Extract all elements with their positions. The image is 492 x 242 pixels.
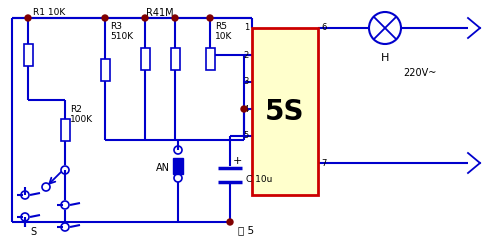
Text: H: H [381, 53, 389, 63]
Text: 图 5: 图 5 [238, 225, 254, 235]
Circle shape [25, 15, 31, 21]
Text: +: + [233, 156, 243, 166]
Text: R1 10K: R1 10K [33, 8, 65, 17]
Text: R5
10K: R5 10K [215, 22, 232, 41]
Text: C 10u: C 10u [246, 175, 273, 184]
Text: 2: 2 [244, 51, 249, 60]
Text: 5S: 5S [265, 98, 305, 126]
Circle shape [142, 15, 148, 21]
Circle shape [207, 15, 213, 21]
Bar [206, 48, 215, 70]
Circle shape [102, 15, 108, 21]
Text: 1: 1 [244, 23, 249, 32]
Text: 7: 7 [321, 159, 326, 167]
Bar [100, 59, 110, 81]
Text: 5: 5 [244, 131, 249, 141]
Text: 3: 3 [244, 77, 249, 86]
Text: 6: 6 [321, 23, 326, 32]
Text: S: S [30, 227, 36, 237]
Text: R41M: R41M [146, 8, 174, 18]
Text: R3
510K: R3 510K [110, 22, 133, 41]
Bar [171, 48, 180, 70]
Circle shape [227, 219, 233, 225]
Text: 4: 4 [244, 105, 249, 113]
Text: R2
100K: R2 100K [70, 105, 93, 124]
Bar [61, 119, 69, 141]
Bar [252, 28, 318, 195]
Circle shape [241, 106, 247, 112]
Text: 220V~: 220V~ [403, 68, 437, 78]
Bar [141, 48, 150, 70]
Bar [24, 44, 32, 66]
Bar [173, 158, 183, 174]
Circle shape [172, 15, 178, 21]
Text: AN: AN [156, 163, 170, 173]
